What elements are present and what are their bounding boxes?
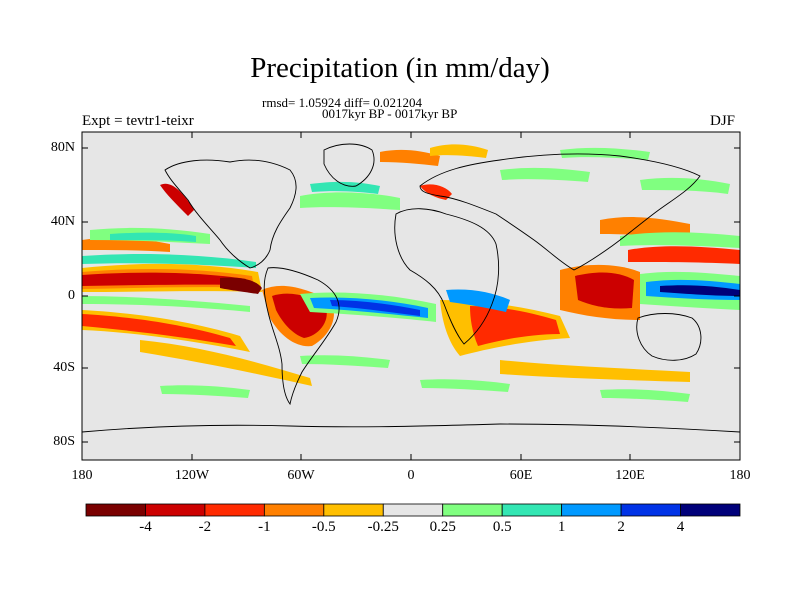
east-pacific-band-core (82, 272, 248, 286)
stats-subtitle: rmsd= 1.05924 diff= 0.021204 (262, 95, 422, 110)
mid-atlantic-green (300, 192, 400, 210)
colorbar-label: 2 (617, 519, 625, 535)
europe-red (420, 184, 452, 200)
colorbar-swatch (204, 503, 265, 517)
colorbar-label: 1 (557, 519, 566, 535)
southern-green-2 (420, 379, 510, 392)
colorbar-swatch (263, 503, 325, 517)
australia-coast (636, 313, 702, 361)
map-title: Precipitation (in mm/day) (250, 52, 550, 84)
n-pacific-orange (82, 237, 170, 252)
colorbar-swatch (680, 503, 741, 517)
lon-label-120w: 120W (174, 468, 210, 483)
kamchatka-green (640, 177, 730, 194)
lat-label-40n: 40N (50, 214, 75, 229)
colorbar-swatch (501, 503, 563, 517)
spcz-core (82, 314, 236, 346)
season-label: DJF (710, 113, 736, 129)
arctic-yellow (430, 144, 488, 158)
southern-green-1 (160, 385, 250, 398)
greenland-coast (323, 143, 375, 187)
southern-green-3 (600, 389, 690, 402)
colorbar-swatch (382, 503, 444, 517)
colorbar-label: -0.5 (311, 519, 336, 535)
n-equatorial-cyan (82, 254, 256, 268)
lon-label-180w: 180 (71, 468, 93, 483)
nw-pacific-green (620, 232, 740, 248)
south-africa-core (470, 306, 560, 346)
n-pacific-cyan (110, 232, 196, 242)
s-equatorial-green (82, 296, 250, 312)
lon-label-180e: 180 (729, 468, 751, 483)
colorbar-swatch (145, 503, 206, 517)
colorbar-label: 0.5 (492, 519, 512, 535)
n-atlantic-orange (380, 149, 440, 166)
lon-label-120e: 120E (615, 468, 645, 483)
periods-subtitle: 0017kyr BP - 0017kyr BP (322, 106, 458, 121)
colorbar-swatch (323, 503, 384, 517)
lat-label-80s: 80S (53, 434, 75, 449)
colorbar (85, 503, 741, 517)
siberia-green (500, 167, 590, 182)
nw-pacific-red (628, 246, 740, 264)
colorbar-label: 0.25 (429, 519, 456, 535)
experiment-label: Expt = tevtr1-teixr (82, 113, 194, 129)
colorbar-swatch (561, 503, 622, 517)
lat-label-80n: 80N (50, 140, 75, 155)
nw-america-core (160, 183, 194, 216)
lon-label-60e: 60E (509, 468, 533, 483)
coastlines (82, 143, 740, 433)
n-atlantic-cyan (310, 181, 380, 194)
north-america-coast (164, 159, 297, 269)
s-atlantic-green (300, 355, 390, 368)
lat-label-0: 0 (68, 288, 75, 303)
west-pacific-core (660, 285, 740, 296)
axis-ticks (81, 132, 741, 460)
lon-label-0: 0 (407, 468, 415, 483)
colorbar-label: -4 (139, 519, 152, 535)
colorbar-swatch (620, 503, 681, 517)
colorbar-label: 4 (676, 519, 685, 535)
colorbar-label: -2 (198, 519, 212, 535)
colorbar-label: -1 (258, 519, 271, 535)
colorbar-swatch (85, 503, 146, 517)
colorbar-swatch (442, 503, 503, 517)
eurasia-coast (419, 153, 701, 271)
africa-coast (394, 208, 500, 345)
colorbar-label: -0.25 (367, 519, 399, 535)
lat-label-40s: 40S (53, 360, 75, 375)
precip-fields (82, 144, 740, 402)
south-america-coast (263, 267, 340, 406)
lon-label-60w: 60W (287, 468, 315, 483)
maritime-core (575, 272, 634, 309)
atlantic-deep-blue (330, 300, 420, 316)
south-pacific-secondary (140, 340, 312, 386)
coastal-core (220, 277, 262, 294)
antarctica-coast (82, 423, 740, 433)
east-africa-blue (446, 289, 510, 312)
south-indian-band (500, 360, 690, 382)
